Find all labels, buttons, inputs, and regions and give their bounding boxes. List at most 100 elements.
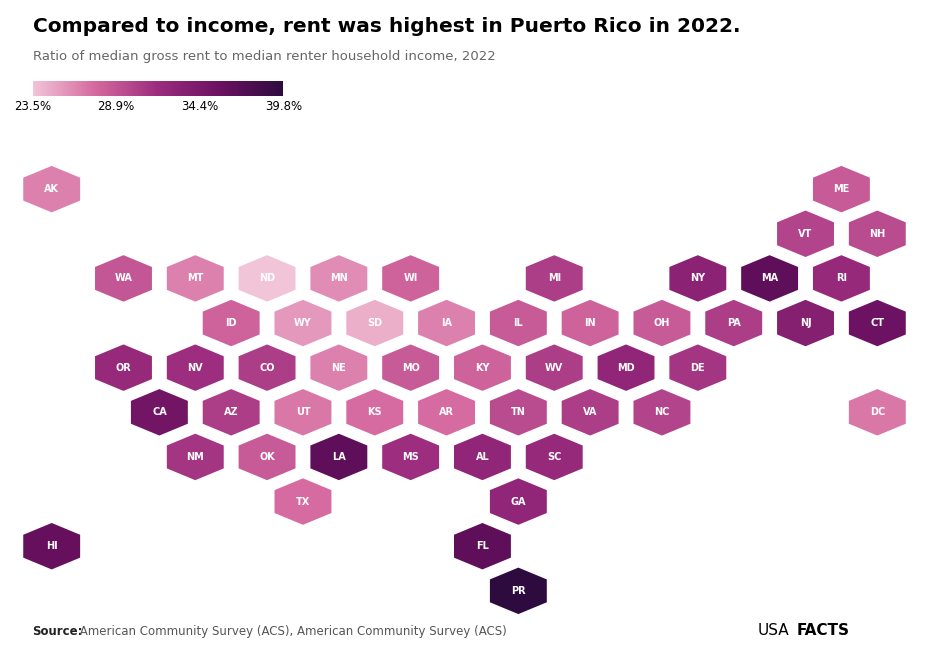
Text: MO: MO (401, 363, 419, 373)
Polygon shape (631, 387, 691, 437)
Polygon shape (631, 298, 691, 348)
Polygon shape (596, 343, 655, 393)
Text: Compared to income, rent was highest in Puerto Rico in 2022.: Compared to income, rent was highest in … (32, 17, 740, 36)
Polygon shape (380, 432, 440, 482)
Polygon shape (94, 343, 153, 393)
Text: FL: FL (475, 541, 488, 551)
Text: NJ: NJ (799, 318, 810, 328)
Polygon shape (165, 254, 225, 303)
Text: WA: WA (114, 274, 133, 284)
Text: KS: KS (367, 407, 381, 417)
Text: AK: AK (45, 184, 59, 194)
Text: IA: IA (441, 318, 452, 328)
Text: DE: DE (690, 363, 704, 373)
Polygon shape (560, 387, 619, 437)
Text: NM: NM (187, 452, 204, 462)
Polygon shape (846, 298, 906, 348)
Polygon shape (129, 387, 189, 437)
Polygon shape (22, 165, 82, 214)
Text: NY: NY (690, 274, 704, 284)
Text: MI: MI (548, 274, 561, 284)
Text: VA: VA (583, 407, 597, 417)
Polygon shape (380, 254, 440, 303)
Text: DC: DC (869, 407, 884, 417)
Text: GA: GA (510, 496, 525, 506)
Polygon shape (846, 387, 906, 437)
Text: WV: WV (545, 363, 562, 373)
Text: Ratio of median gross rent to median renter household income, 2022: Ratio of median gross rent to median ren… (32, 50, 495, 63)
Text: CA: CA (152, 407, 166, 417)
Polygon shape (273, 298, 332, 348)
Text: WI: WI (403, 274, 418, 284)
Text: USA: USA (757, 623, 789, 638)
Polygon shape (775, 209, 834, 258)
Polygon shape (667, 343, 727, 393)
Text: LA: LA (331, 452, 345, 462)
Polygon shape (417, 387, 476, 437)
Text: NC: NC (653, 407, 669, 417)
Polygon shape (488, 566, 548, 615)
Text: Source:: Source: (32, 625, 83, 638)
Text: HI: HI (45, 541, 58, 551)
Polygon shape (309, 432, 368, 482)
Polygon shape (201, 298, 261, 348)
Text: PR: PR (510, 586, 525, 596)
Text: OR: OR (115, 363, 131, 373)
Text: SD: SD (367, 318, 382, 328)
Polygon shape (811, 254, 870, 303)
Text: WY: WY (294, 318, 312, 328)
Text: MN: MN (329, 274, 347, 284)
Text: IN: IN (584, 318, 595, 328)
Text: MA: MA (760, 274, 778, 284)
Text: MD: MD (616, 363, 634, 373)
Text: NH: NH (869, 229, 884, 239)
Text: FACTS: FACTS (796, 623, 849, 638)
Polygon shape (165, 343, 225, 393)
Text: OH: OH (653, 318, 669, 328)
Polygon shape (380, 343, 440, 393)
Text: VT: VT (797, 229, 812, 239)
Polygon shape (201, 387, 261, 437)
Polygon shape (846, 209, 906, 258)
Polygon shape (523, 254, 584, 303)
Polygon shape (739, 254, 799, 303)
Text: NE: NE (331, 363, 346, 373)
Polygon shape (811, 165, 870, 214)
Text: KY: KY (475, 363, 489, 373)
Polygon shape (452, 522, 511, 571)
Polygon shape (273, 477, 332, 526)
Text: RI: RI (835, 274, 846, 284)
Text: TN: TN (510, 407, 525, 417)
Polygon shape (488, 387, 548, 437)
Text: CO: CO (259, 363, 275, 373)
Polygon shape (452, 343, 511, 393)
Text: MS: MS (402, 452, 419, 462)
Polygon shape (237, 343, 297, 393)
Polygon shape (523, 343, 584, 393)
Polygon shape (237, 254, 297, 303)
Polygon shape (94, 254, 153, 303)
Text: MT: MT (187, 274, 203, 284)
Polygon shape (165, 432, 225, 482)
Polygon shape (22, 522, 82, 571)
Polygon shape (667, 254, 727, 303)
Text: AR: AR (439, 407, 454, 417)
Text: American Community Survey (ACS), American Community Survey (ACS): American Community Survey (ACS), America… (76, 625, 507, 638)
Polygon shape (775, 298, 834, 348)
Text: TX: TX (295, 496, 310, 506)
Polygon shape (523, 432, 584, 482)
Text: ME: ME (832, 184, 848, 194)
Polygon shape (273, 387, 332, 437)
Text: SC: SC (547, 452, 561, 462)
Text: CT: CT (870, 318, 883, 328)
Polygon shape (560, 298, 619, 348)
Text: AL: AL (475, 452, 489, 462)
Text: AZ: AZ (224, 407, 238, 417)
Text: IL: IL (513, 318, 522, 328)
Polygon shape (452, 432, 511, 482)
Polygon shape (703, 298, 763, 348)
Polygon shape (344, 387, 405, 437)
Polygon shape (488, 477, 548, 526)
Polygon shape (309, 343, 368, 393)
Text: ND: ND (259, 274, 275, 284)
